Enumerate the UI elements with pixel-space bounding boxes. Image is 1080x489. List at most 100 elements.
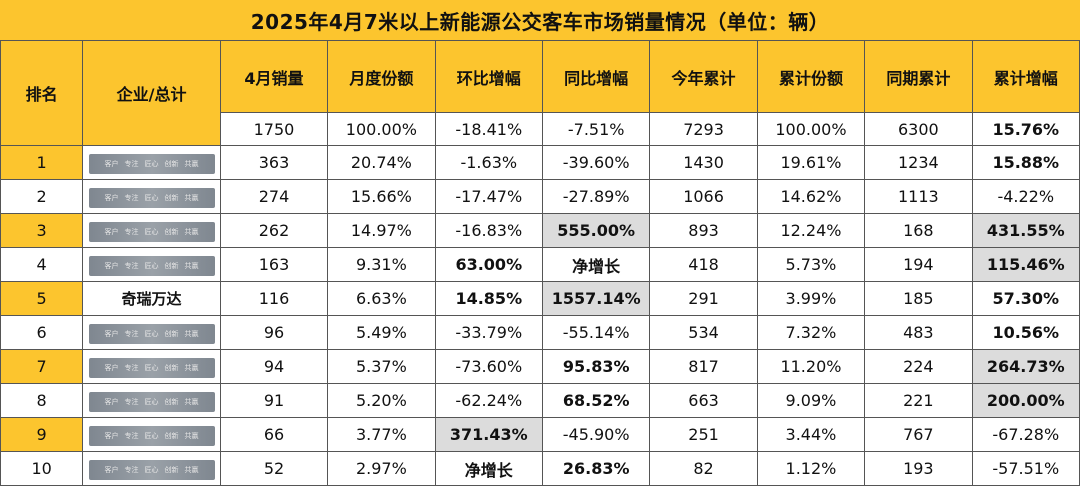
masked-word: 匠心: [144, 363, 159, 372]
data-cell: 68.52%: [541, 383, 651, 418]
masked-word: 专注: [124, 193, 139, 202]
masked-word: 共赢: [184, 431, 199, 440]
data-cell: 19.61%: [756, 145, 866, 180]
header-col: 累计增幅: [971, 40, 1080, 113]
data-cell: 9.09%: [756, 383, 866, 418]
header-col: 今年累计: [649, 40, 758, 113]
data-cell: 9.31%: [327, 247, 436, 282]
masked-word: 客户: [104, 465, 119, 474]
data-cell: 817: [649, 349, 758, 384]
data-cell: 15.88%: [971, 145, 1080, 180]
table-row: 5 奇瑞万达 116 6.63% 14.85% 1557.14% 291 3.99% 185 57…: [0, 281, 1080, 316]
data-cell: 193: [864, 451, 973, 486]
enterprise-name-masked: 客户 专注 匠心 创新 共赢: [82, 383, 221, 418]
data-cell: 66: [219, 417, 329, 452]
data-cell: 14.97%: [327, 213, 436, 248]
data-cell: 57.30%: [971, 281, 1080, 316]
masked-word: 专注: [124, 159, 139, 168]
data-cell: 534: [649, 315, 758, 350]
data-cell: 194: [864, 247, 973, 282]
rank-cell: 7: [0, 349, 84, 384]
masked-logo: 客户 专注 匠心 创新 共赢: [88, 255, 215, 276]
masked-word: 创新: [164, 159, 179, 168]
masked-logo: 客户 专注 匠心 创新 共赢: [88, 153, 215, 174]
table-row: 3 客户 专注 匠心 创新 共赢 262 14.97% -16.83% 555.00% 893 12.…: [0, 213, 1080, 248]
rank-cell: 5: [0, 281, 84, 316]
masked-word: 创新: [164, 329, 179, 338]
rank-cell: 6: [0, 315, 84, 350]
table-row: 9 客户 专注 匠心 创新 共赢 66 3.77% 371.43% -45.90% 251 3.44%…: [0, 417, 1080, 452]
rank-cell: 10: [0, 451, 84, 486]
masked-logo: 客户 专注 匠心 创新 共赢: [88, 187, 215, 208]
data-cell: 431.55%: [971, 213, 1080, 248]
header-row: 排名 企业/总计 4月销量 月度份额 环比增幅 同比增幅 今年累计 累计份额 同…: [0, 40, 1080, 146]
masked-word: 共赢: [184, 397, 199, 406]
data-cell: -67.28%: [971, 417, 1080, 452]
masked-word: 客户: [104, 159, 119, 168]
masked-word: 共赢: [184, 465, 199, 474]
masked-word: 创新: [164, 193, 179, 202]
enterprise-name-masked: 客户 专注 匠心 创新 共赢: [82, 451, 221, 486]
header-col: 同期累计: [864, 40, 973, 113]
table-row: 6 客户 专注 匠心 创新 共赢 96 5.49% -33.79% -55.14% 534 7.32%…: [0, 315, 1080, 350]
data-cell: -62.24%: [434, 383, 543, 418]
masked-word: 共赢: [184, 363, 199, 372]
rank-cell: 3: [0, 213, 84, 248]
masked-word: 共赢: [184, 159, 199, 168]
rank-cell: 2: [0, 179, 84, 214]
masked-logo: 客户 专注 匠心 创新 共赢: [88, 459, 215, 480]
table-row: 2 客户 专注 匠心 创新 共赢 274 15.66% -17.47% -27.89% 1066 14…: [0, 179, 1080, 214]
data-cell: 净增长: [541, 247, 651, 282]
data-cell: 3.44%: [756, 417, 866, 452]
masked-word: 共赢: [184, 227, 199, 236]
masked-word: 客户: [104, 329, 119, 338]
rank-cell: 8: [0, 383, 84, 418]
total-cell: 15.76%: [971, 112, 1080, 146]
header-enterprise: 企业/总计: [82, 40, 221, 146]
masked-word: 匠心: [144, 397, 159, 406]
table-row: 8 客户 专注 匠心 创新 共赢 91 5.20% -62.24% 68.52% 663 9.09% 2…: [0, 383, 1080, 418]
data-cell: 262: [219, 213, 329, 248]
table-row: 4 客户 专注 匠心 创新 共赢 163 9.31% 63.00% 净增长 418 5.73% 194 1…: [0, 247, 1080, 282]
data-cell: 1113: [864, 179, 973, 214]
data-cell: 363: [219, 145, 329, 180]
masked-word: 匠心: [144, 159, 159, 168]
header-col: 4月销量: [219, 40, 329, 113]
masked-word: 创新: [164, 363, 179, 372]
masked-word: 客户: [104, 397, 119, 406]
data-cell: 264.73%: [971, 349, 1080, 384]
data-cell: 15.66%: [327, 179, 436, 214]
data-cell: 251: [649, 417, 758, 452]
data-cell: 26.83%: [541, 451, 651, 486]
total-cell: -7.51%: [541, 112, 651, 146]
data-cell: 6.63%: [327, 281, 436, 316]
data-cell: 116: [219, 281, 329, 316]
table-row: 7 客户 专注 匠心 创新 共赢 94 5.37% -73.60% 95.83% 817 11.20%…: [0, 349, 1080, 384]
data-cell: 96: [219, 315, 329, 350]
masked-word: 创新: [164, 397, 179, 406]
data-cell: -27.89%: [541, 179, 651, 214]
data-cell: 2.97%: [327, 451, 436, 486]
masked-word: 专注: [124, 329, 139, 338]
data-cell: 5.73%: [756, 247, 866, 282]
masked-logo: 客户 专注 匠心 创新 共赢: [88, 323, 215, 344]
data-cell: -55.14%: [541, 315, 651, 350]
data-cell: 82: [649, 451, 758, 486]
data-cell: -17.47%: [434, 179, 543, 214]
data-cell: -73.60%: [434, 349, 543, 384]
total-cell: 100.00%: [756, 112, 866, 146]
data-cell: 7.32%: [756, 315, 866, 350]
enterprise-name-masked: 客户 专注 匠心 创新 共赢: [82, 213, 221, 248]
data-cell: 418: [649, 247, 758, 282]
masked-logo: 客户 专注 匠心 创新 共赢: [88, 391, 215, 412]
masked-logo: 客户 专注 匠心 创新 共赢: [88, 357, 215, 378]
total-cell: 1750: [219, 112, 329, 146]
sales-table: 排名 企业/总计 4月销量 月度份额 环比增幅 同比增幅 今年累计 累计份额 同…: [0, 40, 1080, 486]
data-cell: 893: [649, 213, 758, 248]
data-cell: -33.79%: [434, 315, 543, 350]
data-cell: 10.56%: [971, 315, 1080, 350]
masked-word: 创新: [164, 465, 179, 474]
masked-logo: 客户 专注 匠心 创新 共赢: [88, 425, 215, 446]
enterprise-name: 奇瑞万达: [82, 281, 221, 316]
header-rank: 排名: [0, 40, 84, 146]
